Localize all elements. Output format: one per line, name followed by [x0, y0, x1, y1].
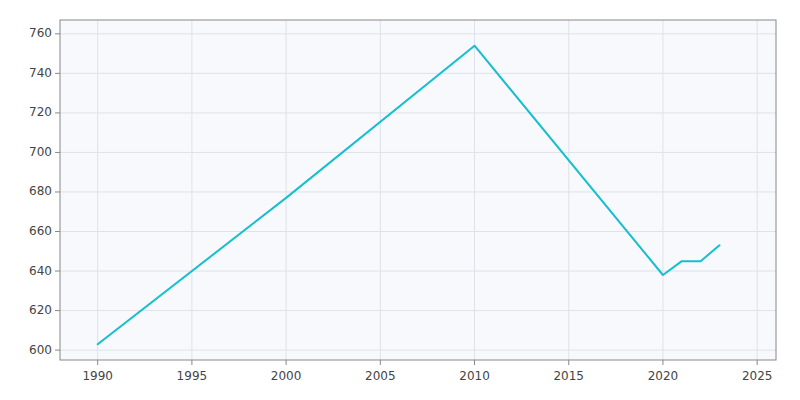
y-tick [55, 231, 60, 232]
data-layer [98, 46, 720, 344]
y-tick [55, 310, 60, 311]
x-tick [286, 360, 287, 365]
data-line [98, 46, 720, 344]
y-tick [55, 271, 60, 272]
y-tick-label: 620 [29, 303, 52, 317]
y-grid-line [60, 191, 776, 192]
y-grid-line [60, 73, 776, 74]
x-tick-label: 1995 [177, 369, 208, 383]
y-grid-line [60, 310, 776, 311]
x-grid-line [568, 20, 569, 360]
y-grid-line [60, 152, 776, 153]
y-tick-label: 680 [29, 184, 52, 198]
y-grid-line [60, 350, 776, 351]
x-grid-line [757, 20, 758, 360]
x-tick [380, 360, 381, 365]
plot-background [60, 20, 776, 360]
x-grid-line [380, 20, 381, 360]
x-grid-line [474, 20, 475, 360]
chart-container: 1990 1995 2000 2005 2010 2015 2020 2025 600 620 64… [0, 0, 800, 400]
y-grid-line [60, 231, 776, 232]
x-tick [757, 360, 758, 365]
x-grid-line [191, 20, 192, 360]
grid [60, 20, 776, 360]
y-tick [55, 33, 60, 34]
x-tick-label: 2020 [648, 369, 679, 383]
y-tick [55, 112, 60, 113]
x-grid-line [286, 20, 287, 360]
y-tick-label: 660 [29, 224, 52, 238]
y-grid-line [60, 33, 776, 34]
y-tick-label: 720 [29, 105, 52, 119]
y-tick-label: 760 [29, 26, 52, 40]
y-tick [55, 73, 60, 74]
x-tick-label: 1990 [82, 369, 113, 383]
x-tick-label: 2010 [459, 369, 490, 383]
x-tick-label: 2005 [365, 369, 396, 383]
y-tick [55, 191, 60, 192]
y-tick-label: 600 [29, 343, 52, 357]
chart-svg: 1990 1995 2000 2005 2010 2015 2020 2025 600 620 64… [0, 0, 800, 400]
x-tick [97, 360, 98, 365]
x-tick [474, 360, 475, 365]
x-tick [191, 360, 192, 365]
x-tick [568, 360, 569, 365]
x-tick [662, 360, 663, 365]
y-tick-label: 640 [29, 264, 52, 278]
y-tick [55, 152, 60, 153]
x-grid-line [662, 20, 663, 360]
x-tick-label: 2000 [271, 369, 302, 383]
x-grid-line [97, 20, 98, 360]
y-tick [55, 350, 60, 351]
y-grid-line [60, 112, 776, 113]
plot-frame [60, 20, 776, 360]
x-tick-label: 2025 [742, 369, 773, 383]
y-tick-label: 700 [29, 145, 52, 159]
axes: 1990 1995 2000 2005 2010 2015 2020 2025 600 620 64… [29, 26, 772, 383]
x-tick-label: 2015 [553, 369, 584, 383]
y-tick-label: 740 [29, 66, 52, 80]
